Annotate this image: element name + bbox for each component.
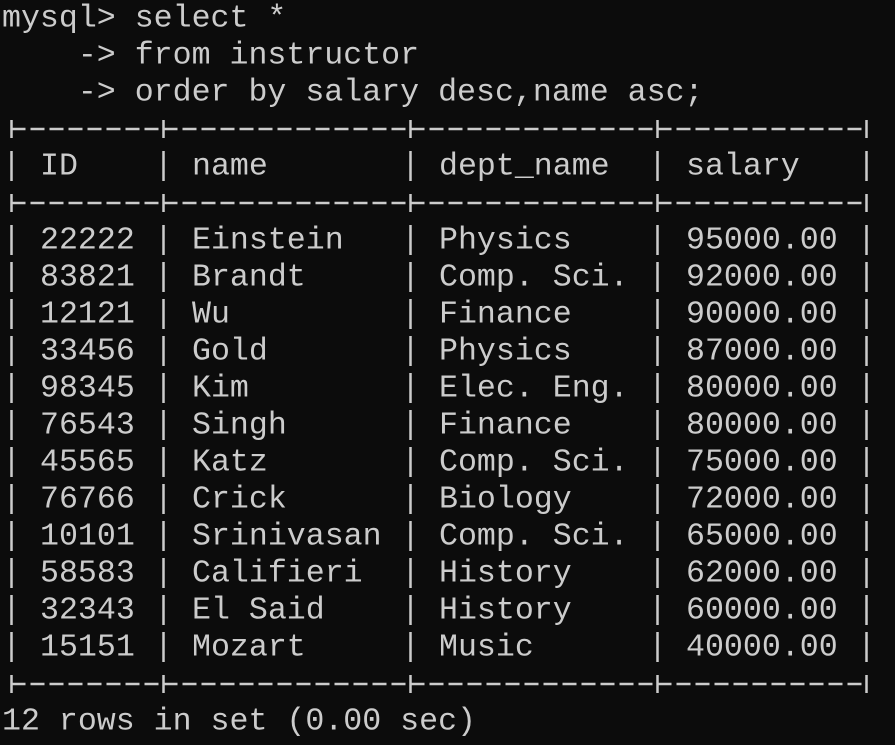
table-cell: Einstein — [192, 223, 344, 258]
table-cell: History — [439, 556, 572, 591]
table-cell: Brandt — [192, 260, 306, 295]
table-cell: 76543 — [40, 408, 135, 443]
table-cell: 90000.00 — [686, 297, 838, 332]
table-cell: 95000.00 — [686, 223, 838, 258]
table-header-cell: salary — [686, 149, 800, 184]
table-cell: Physics — [439, 223, 572, 258]
table-cell: Kim — [192, 371, 249, 406]
table-cell: Physics — [439, 334, 572, 369]
table-cell: Katz — [192, 445, 268, 480]
table-cell: Comp. Sci. — [439, 260, 629, 295]
table-header-cell: ID — [40, 149, 78, 184]
table-cell: 98345 — [40, 371, 135, 406]
table-cell: 72000.00 — [686, 482, 838, 517]
table-cell: 92000.00 — [686, 260, 838, 295]
status-line: 12 rows in set (0.00 sec) — [2, 704, 476, 739]
table-cell: Mozart — [192, 630, 306, 665]
table-cell: 62000.00 — [686, 556, 838, 591]
table-cell: Crick — [192, 482, 287, 517]
table-cell: 65000.00 — [686, 519, 838, 554]
prompt-line: -> order by salary desc,name asc; — [2, 75, 704, 110]
table-cell: 87000.00 — [686, 334, 838, 369]
table-cell: 80000.00 — [686, 371, 838, 406]
table-cell: 75000.00 — [686, 445, 838, 480]
table-cell: 83821 — [40, 260, 135, 295]
table-cell: Biology — [439, 482, 572, 517]
table-cell: Comp. Sci. — [439, 445, 629, 480]
table-cell: Gold — [192, 334, 268, 369]
table-cell: Elec. Eng. — [439, 371, 629, 406]
table-header-cell: name — [192, 149, 268, 184]
table-cell: Wu — [192, 297, 230, 332]
table-header-cell: dept_name — [439, 149, 610, 184]
table-cell: 58583 — [40, 556, 135, 591]
prompt-line: mysql> select * — [2, 1, 286, 36]
table-cell: 60000.00 — [686, 593, 838, 628]
table-cell: Finance — [439, 297, 572, 332]
prompt-line: -> from instructor — [2, 38, 419, 73]
table-cell: Comp. Sci. — [439, 519, 629, 554]
table-cell: Music — [439, 630, 534, 665]
table-cell: 40000.00 — [686, 630, 838, 665]
table-cell: El Said — [192, 593, 325, 628]
table-cell: 33456 — [40, 334, 135, 369]
table-cell: 45565 — [40, 445, 135, 480]
table-cell: Singh — [192, 408, 287, 443]
table-cell: Finance — [439, 408, 572, 443]
table-cell: 12121 — [40, 297, 135, 332]
table-cell: 10101 — [40, 519, 135, 554]
table-cell: 22222 — [40, 223, 135, 258]
table-cell: 80000.00 — [686, 408, 838, 443]
table-cell: 76766 — [40, 482, 135, 517]
table-cell: 32343 — [40, 593, 135, 628]
table-cell: Califieri — [192, 556, 363, 591]
table-cell: History — [439, 593, 572, 628]
table-cell: 15151 — [40, 630, 135, 665]
table-cell: Srinivasan — [192, 519, 382, 554]
